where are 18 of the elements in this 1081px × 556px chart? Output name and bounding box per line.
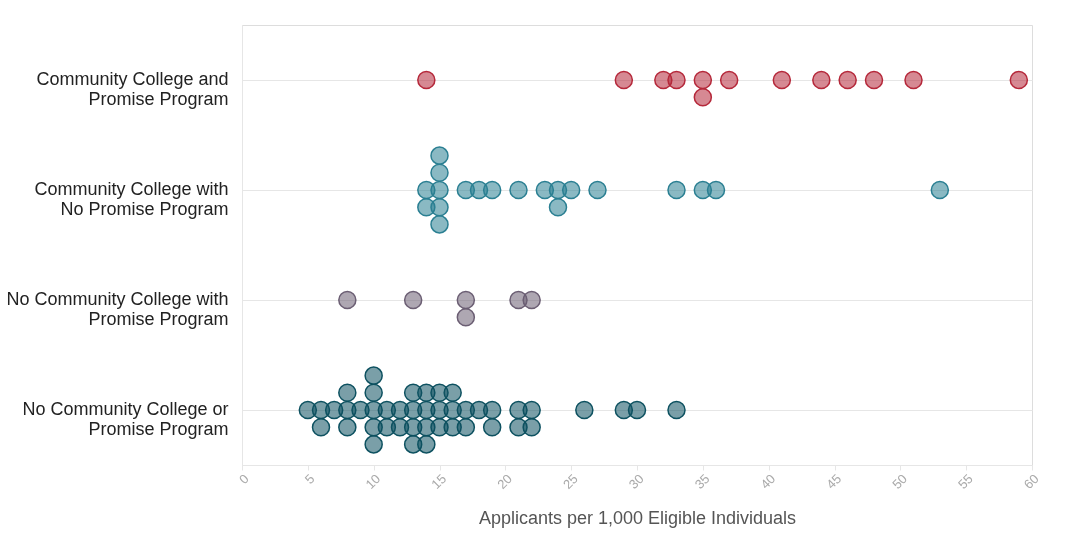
y-tick-label: No Community College or Promise Program (22, 399, 229, 439)
x-tick-label: 30 (625, 471, 647, 492)
y-tick-label: Community College with No Promise Program (34, 179, 229, 219)
x-tick-label: 25 (560, 471, 581, 492)
x-tick-label: 0 (235, 471, 252, 487)
y-tick-label: Community College and Promise Program (36, 69, 229, 109)
x-tick-label: 50 (889, 471, 911, 492)
y-tick-label: No Community College with Promise Program (6, 289, 229, 329)
x-tick-label: 35 (691, 471, 713, 492)
x-tick-label: 45 (823, 471, 845, 492)
x-axis-title: Applicants per 1,000 Eligible Individuals (478, 507, 797, 528)
x-tick-label: 15 (428, 471, 450, 492)
x-tick-label: 10 (362, 471, 384, 492)
x-tick-label: 60 (1020, 471, 1042, 492)
x-tick-label: 20 (494, 471, 516, 492)
x-tick-label: 5 (301, 471, 318, 487)
x-tick-label: 40 (757, 471, 779, 492)
x-tick-label: 55 (955, 471, 976, 492)
